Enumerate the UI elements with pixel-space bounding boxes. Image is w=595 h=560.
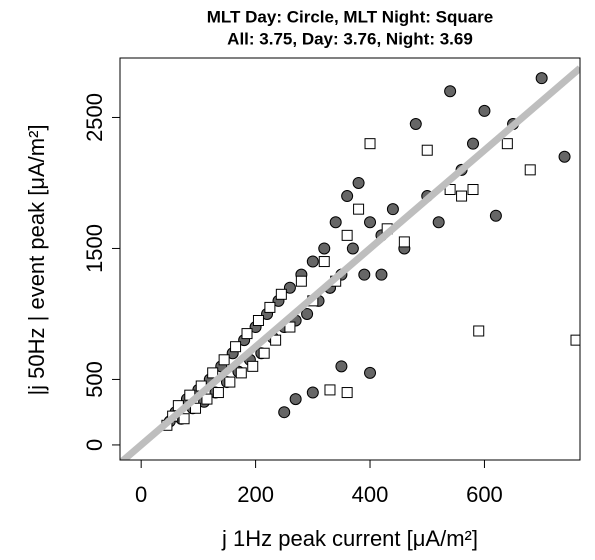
y-tick-label: 2500 [82,93,107,142]
point [335,360,348,373]
point [212,387,224,399]
x-tick-label: 400 [352,482,389,507]
point [478,104,491,117]
point [364,216,377,229]
point [247,360,259,372]
point [329,216,342,229]
point [190,402,202,414]
point [409,118,422,131]
point [456,190,468,202]
point [270,334,282,346]
point [318,256,330,268]
chart-subtitle: All: 3.75, Day: 3.76, Night: 3.69 [227,29,473,48]
point [358,268,371,281]
point [375,268,388,281]
point [341,190,354,203]
point [318,242,331,255]
point [501,138,513,150]
point [306,255,319,268]
point [258,347,270,359]
point [264,301,276,313]
point [352,176,365,189]
point [341,387,353,399]
chart-title: MLT Day: Circle, MLT Night: Square [207,7,494,26]
point [444,85,457,98]
point [230,341,242,353]
y-axis-label: |j 50Hz | event peak [μA/m²] [24,124,49,395]
point [207,367,219,379]
point [570,334,580,346]
point [524,164,536,176]
point [284,321,296,333]
point [252,314,264,326]
point [421,144,433,156]
y-tick-label: 500 [82,361,107,398]
x-tick-label: 600 [466,482,503,507]
point [201,393,213,405]
point [398,236,410,248]
point [295,275,307,287]
x-tick-label: 0 [135,482,147,507]
point [386,203,399,216]
fit-line [120,65,580,460]
point [467,137,480,150]
point [275,288,287,300]
y-tick-label: 1500 [82,224,107,273]
point [301,307,314,320]
x-tick-label: 200 [237,482,274,507]
y-tick-label: 0 [82,439,107,451]
point [558,150,571,163]
point [353,203,365,215]
point [444,184,456,196]
point [473,325,485,337]
point [432,216,445,229]
plot-area [120,65,580,460]
point [178,413,190,425]
point [278,406,291,419]
point [241,328,253,340]
point [467,184,479,196]
point [535,72,548,85]
point [489,209,502,222]
point [346,242,359,255]
point [364,366,377,379]
plot-frame [119,57,581,461]
point [289,393,302,406]
point [306,386,319,399]
x-axis-label: j 1Hz peak current [μA/m²] [221,526,478,551]
point [218,354,230,366]
point [364,138,376,150]
point [224,376,236,388]
point [341,229,353,241]
point [235,367,247,379]
point [283,281,296,294]
point [324,384,336,396]
